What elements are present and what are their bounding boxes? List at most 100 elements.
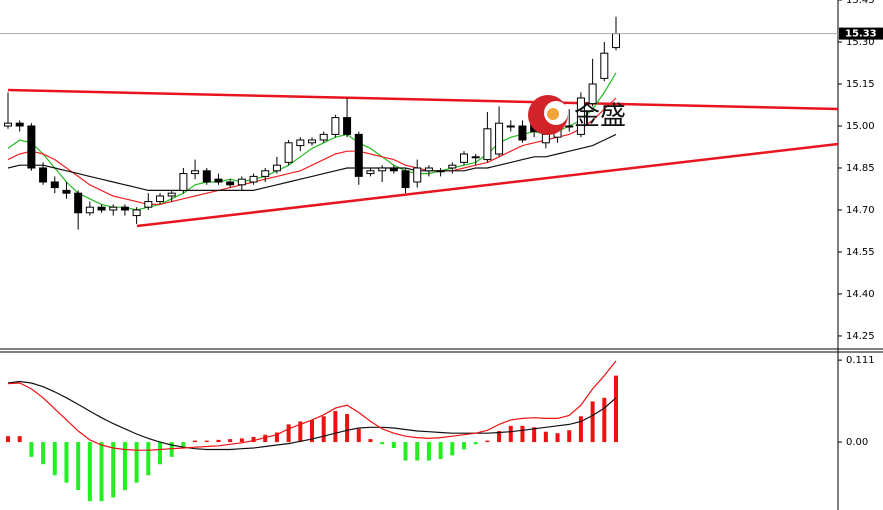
candle-body — [284, 142, 293, 163]
candle-body — [97, 206, 106, 211]
candle-body — [191, 170, 200, 175]
macd-bar — [274, 432, 279, 443]
macd-bar — [239, 438, 244, 443]
candle-body — [272, 164, 281, 172]
y-tick-label: 15.45 — [846, 0, 875, 6]
candle-body — [576, 97, 585, 135]
candle-body — [50, 181, 59, 189]
candle-body — [588, 83, 597, 105]
candle-body — [296, 139, 305, 147]
candle-body — [4, 122, 12, 127]
macd-bar — [578, 416, 583, 443]
macd-bar — [286, 424, 291, 443]
candle-body — [62, 189, 71, 194]
candle-body — [343, 117, 352, 135]
indicator-line — [7, 380, 617, 451]
y-tick-label: 14.85 — [846, 163, 875, 174]
macd-bar — [462, 442, 466, 450]
macd-bar — [298, 421, 303, 443]
logo — [547, 108, 559, 120]
macd-bar — [87, 442, 92, 502]
macd-bar — [228, 439, 233, 443]
candle-body — [167, 192, 176, 197]
candle-body — [413, 167, 422, 183]
macd-bar — [181, 442, 186, 448]
last-price-box — [839, 27, 883, 40]
macd-bar — [216, 439, 221, 443]
candle-body — [85, 206, 94, 214]
indicator-line — [7, 97, 617, 205]
y-tick-label: 14.70 — [846, 205, 875, 216]
macd-bar — [204, 440, 209, 443]
candle-body — [226, 181, 235, 186]
candle-body — [179, 173, 188, 191]
support-trendline — [136, 142, 839, 228]
candle-body — [144, 201, 153, 208]
candle-body — [109, 206, 118, 211]
macd-bar — [415, 442, 420, 461]
candle-body — [261, 170, 270, 177]
candle-body — [132, 209, 141, 217]
candle-body — [39, 167, 48, 183]
macd-bar — [134, 442, 139, 483]
candle-body — [506, 125, 515, 128]
candle-body — [518, 125, 527, 141]
watermark: 金盛 — [528, 95, 626, 135]
macd-bar — [356, 428, 361, 443]
macd-bar — [333, 411, 338, 443]
macd-bar — [403, 442, 408, 461]
macd-bar — [567, 430, 572, 443]
macd-bar — [368, 439, 373, 443]
candle-body — [319, 133, 328, 141]
candle-body — [378, 167, 387, 172]
candle-body — [612, 33, 620, 49]
macd-bar — [602, 397, 607, 443]
candle-body — [495, 122, 504, 155]
macd-bar — [29, 442, 34, 457]
y-tick-label: 0.111 — [846, 355, 875, 366]
macd-bar — [99, 442, 104, 502]
y-tick-label: 14.55 — [846, 247, 875, 258]
macd-bar — [41, 442, 46, 465]
resistance-trendline — [7, 88, 839, 111]
macd-bar — [532, 427, 537, 443]
candle-body — [156, 195, 164, 203]
macd-bar — [251, 436, 256, 443]
macd-bar — [508, 425, 513, 443]
candle-body — [237, 178, 246, 186]
macd-bar — [310, 419, 314, 443]
y-tick-label: 15.00 — [846, 121, 875, 132]
candle-body — [308, 139, 316, 144]
macd-bar — [193, 440, 198, 443]
macd-bar — [158, 442, 162, 465]
macd-bar — [52, 442, 57, 476]
candle-body — [331, 117, 340, 135]
y-tick-label: 15.30 — [846, 37, 875, 48]
macd-bar — [263, 434, 268, 443]
macd-bar — [614, 375, 618, 443]
candle-body — [460, 153, 468, 163]
candle-body — [120, 206, 129, 211]
y-tick-label: 14.40 — [846, 289, 875, 300]
macd-bar — [590, 401, 595, 443]
candle-body — [214, 178, 223, 183]
candle-body — [541, 133, 550, 144]
macd-bar — [169, 442, 174, 457]
candle-body — [565, 125, 574, 128]
macd-bar — [345, 414, 350, 443]
macd-bar — [380, 442, 385, 445]
marks — [0, 16, 838, 502]
macd-bar — [76, 442, 81, 491]
macd-bar — [426, 442, 431, 461]
macd-bar — [473, 442, 478, 445]
candle-body — [15, 122, 24, 127]
candle-body — [202, 170, 211, 183]
macd-bar — [321, 416, 326, 443]
macd-bar — [146, 442, 151, 476]
candle-body — [74, 192, 83, 214]
macd-bar — [391, 442, 396, 448]
candle-body — [436, 170, 445, 173]
watermark-text: 金盛 — [574, 102, 626, 132]
